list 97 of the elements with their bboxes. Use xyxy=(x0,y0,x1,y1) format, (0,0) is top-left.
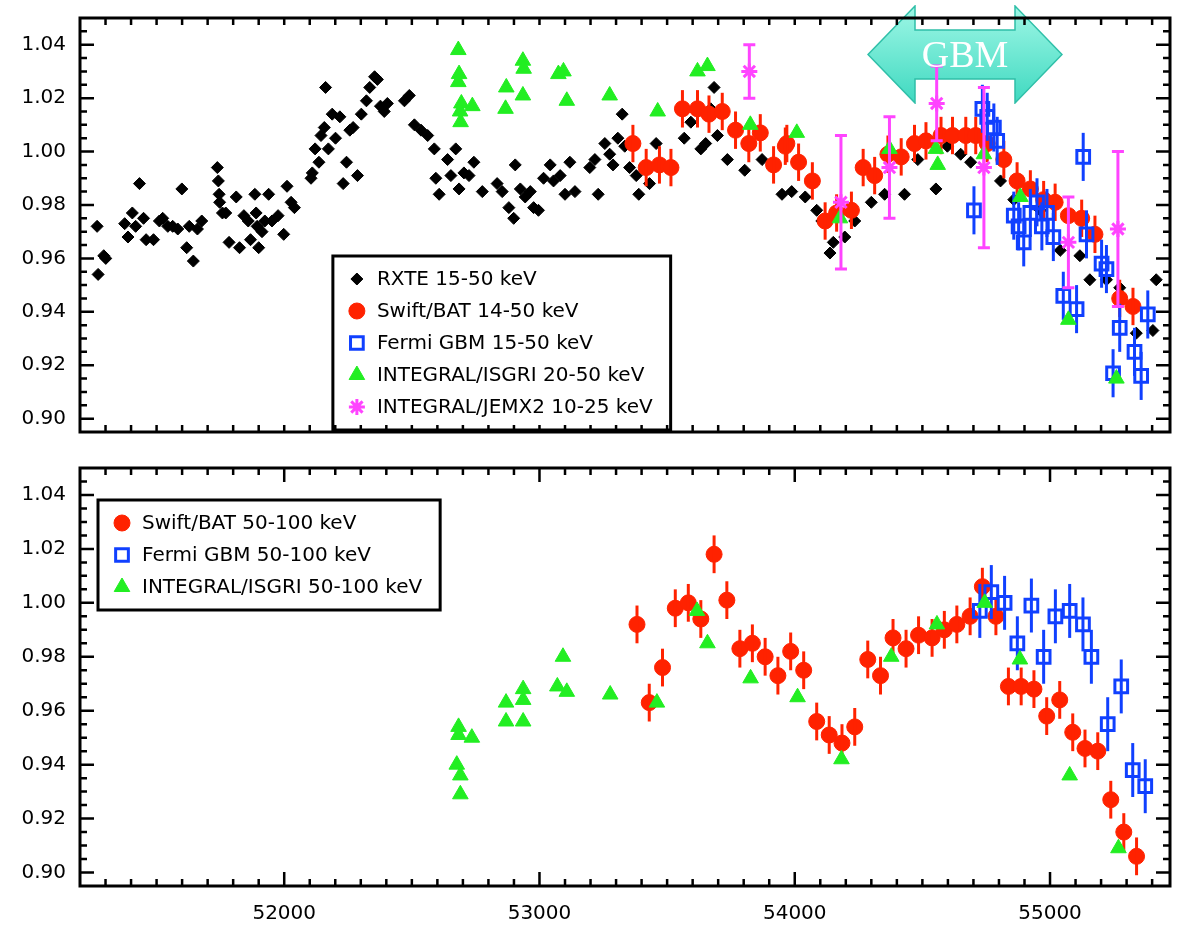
y-tick-label: 1.04 xyxy=(21,481,66,506)
point xyxy=(1110,838,1127,854)
point xyxy=(971,603,988,619)
point xyxy=(1099,716,1116,733)
point xyxy=(1035,648,1052,665)
legend-label: Swift/BAT 50-100 keV xyxy=(142,510,357,535)
point xyxy=(1075,616,1091,633)
point xyxy=(464,96,481,112)
point xyxy=(558,91,576,106)
point xyxy=(788,123,806,138)
point xyxy=(1098,261,1115,277)
point xyxy=(514,712,532,727)
point xyxy=(996,594,1013,611)
point xyxy=(1023,597,1040,614)
point xyxy=(833,749,850,765)
point xyxy=(1061,765,1078,781)
point xyxy=(450,40,467,56)
point xyxy=(1108,219,1128,239)
point xyxy=(1111,319,1128,336)
point xyxy=(649,101,666,117)
point xyxy=(1133,368,1150,384)
point xyxy=(514,679,532,695)
legend-label: INTEGRAL/JEMX2 10-25 keV xyxy=(376,394,653,419)
point xyxy=(497,693,515,708)
point xyxy=(989,133,1006,149)
point xyxy=(1011,649,1029,665)
point xyxy=(689,61,706,77)
point xyxy=(549,676,566,692)
y-tick-label: 0.96 xyxy=(21,244,66,269)
point xyxy=(1029,194,1045,211)
y-tick-label: 1.02 xyxy=(21,535,66,560)
y-tick-label: 1.00 xyxy=(21,137,66,162)
point xyxy=(1075,149,1092,165)
point xyxy=(789,687,806,703)
y-tick-label: 0.94 xyxy=(21,750,66,775)
point xyxy=(1105,365,1121,382)
x-tick-label: 55000 xyxy=(1018,900,1082,925)
point xyxy=(1113,678,1130,695)
annotation: GBM xyxy=(921,32,1009,76)
point xyxy=(742,668,759,684)
point xyxy=(742,115,759,130)
legend-label: RXTE 15-50 keV xyxy=(376,266,537,291)
legend-label: Swift/BAT 14-50 keV xyxy=(376,298,579,323)
y-tick-label: 0.98 xyxy=(21,642,66,667)
point xyxy=(699,633,716,649)
y-tick-label: 0.94 xyxy=(21,298,66,323)
y-tick-label: 1.04 xyxy=(21,30,66,55)
point xyxy=(1010,218,1027,235)
y-tick-label: 0.96 xyxy=(21,696,66,721)
point xyxy=(1137,778,1154,795)
legend-label: INTEGRAL/ISGRI 20-50 keV xyxy=(376,362,645,387)
point xyxy=(601,685,619,700)
y-tick-label: 1.02 xyxy=(21,84,66,109)
point xyxy=(983,584,1000,600)
y-tick-label: 0.90 xyxy=(21,858,66,883)
point xyxy=(463,728,481,743)
point xyxy=(1061,603,1078,619)
point xyxy=(699,56,716,72)
point xyxy=(1124,762,1141,778)
point xyxy=(1047,608,1064,625)
point xyxy=(554,647,572,662)
y-tick-label: 0.92 xyxy=(21,804,66,829)
point xyxy=(929,155,946,170)
point xyxy=(1093,255,1110,272)
x-tick-label: 54000 xyxy=(762,900,827,925)
point xyxy=(648,693,666,708)
point xyxy=(498,77,515,93)
point xyxy=(558,682,576,697)
y-tick-label: 0.92 xyxy=(21,351,66,376)
point xyxy=(1078,226,1095,243)
point xyxy=(1022,205,1039,221)
x-tick-label: 52000 xyxy=(252,900,317,925)
legend-label: INTEGRAL/ISGRI 50-100 keV xyxy=(142,574,423,599)
point xyxy=(1045,229,1062,245)
point xyxy=(1068,301,1085,317)
point xyxy=(882,647,900,662)
y-tick-label: 0.98 xyxy=(21,191,66,216)
point xyxy=(1055,287,1072,304)
point xyxy=(1083,648,1100,665)
point xyxy=(1005,207,1022,224)
point xyxy=(1009,635,1026,652)
point xyxy=(514,85,532,101)
point xyxy=(452,784,469,800)
point xyxy=(1015,234,1032,251)
legend-label: Fermi GBM 50-100 keV xyxy=(142,542,372,567)
point xyxy=(497,99,514,114)
point xyxy=(1139,306,1156,323)
y-tick-label: 1.00 xyxy=(21,589,66,614)
point xyxy=(601,85,618,101)
x-tick-label: 53000 xyxy=(507,900,572,925)
legend-label: Fermi GBM 15-50 keV xyxy=(376,330,594,355)
y-tick-label: 0.90 xyxy=(21,404,66,429)
point xyxy=(1126,344,1143,360)
point xyxy=(966,202,982,219)
point xyxy=(497,712,515,727)
point xyxy=(1033,218,1050,235)
point xyxy=(448,755,466,770)
